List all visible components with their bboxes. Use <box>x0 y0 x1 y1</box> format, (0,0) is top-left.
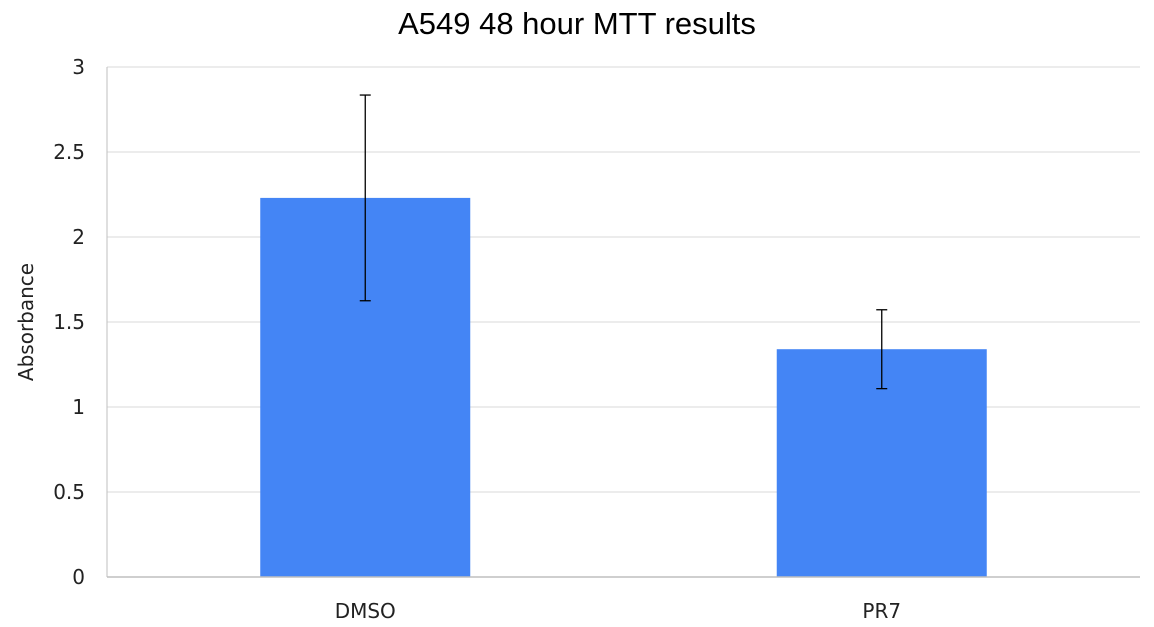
y-tick-label: 2 <box>72 225 85 249</box>
labels: 0 0.5 1 1.5 2 2.5 3 DMSO PR7 Absorbance <box>14 55 901 623</box>
bars <box>260 197 987 577</box>
y-axis-title: Absorbance <box>14 263 38 381</box>
y-tick-label: 1.5 <box>53 310 85 334</box>
y-tick-label: 2.5 <box>53 140 85 164</box>
y-tick-label: 3 <box>72 55 85 79</box>
x-category-label: DMSO <box>335 599 396 623</box>
y-tick-label: 0 <box>72 565 85 589</box>
y-tick-label: 0.5 <box>53 480 85 504</box>
chart-title: A549 48 hour MTT results <box>398 6 756 41</box>
axes <box>106 67 1140 578</box>
error-bars <box>359 94 888 390</box>
x-category-label: PR7 <box>862 599 901 623</box>
y-tick-label: 1 <box>72 395 85 419</box>
